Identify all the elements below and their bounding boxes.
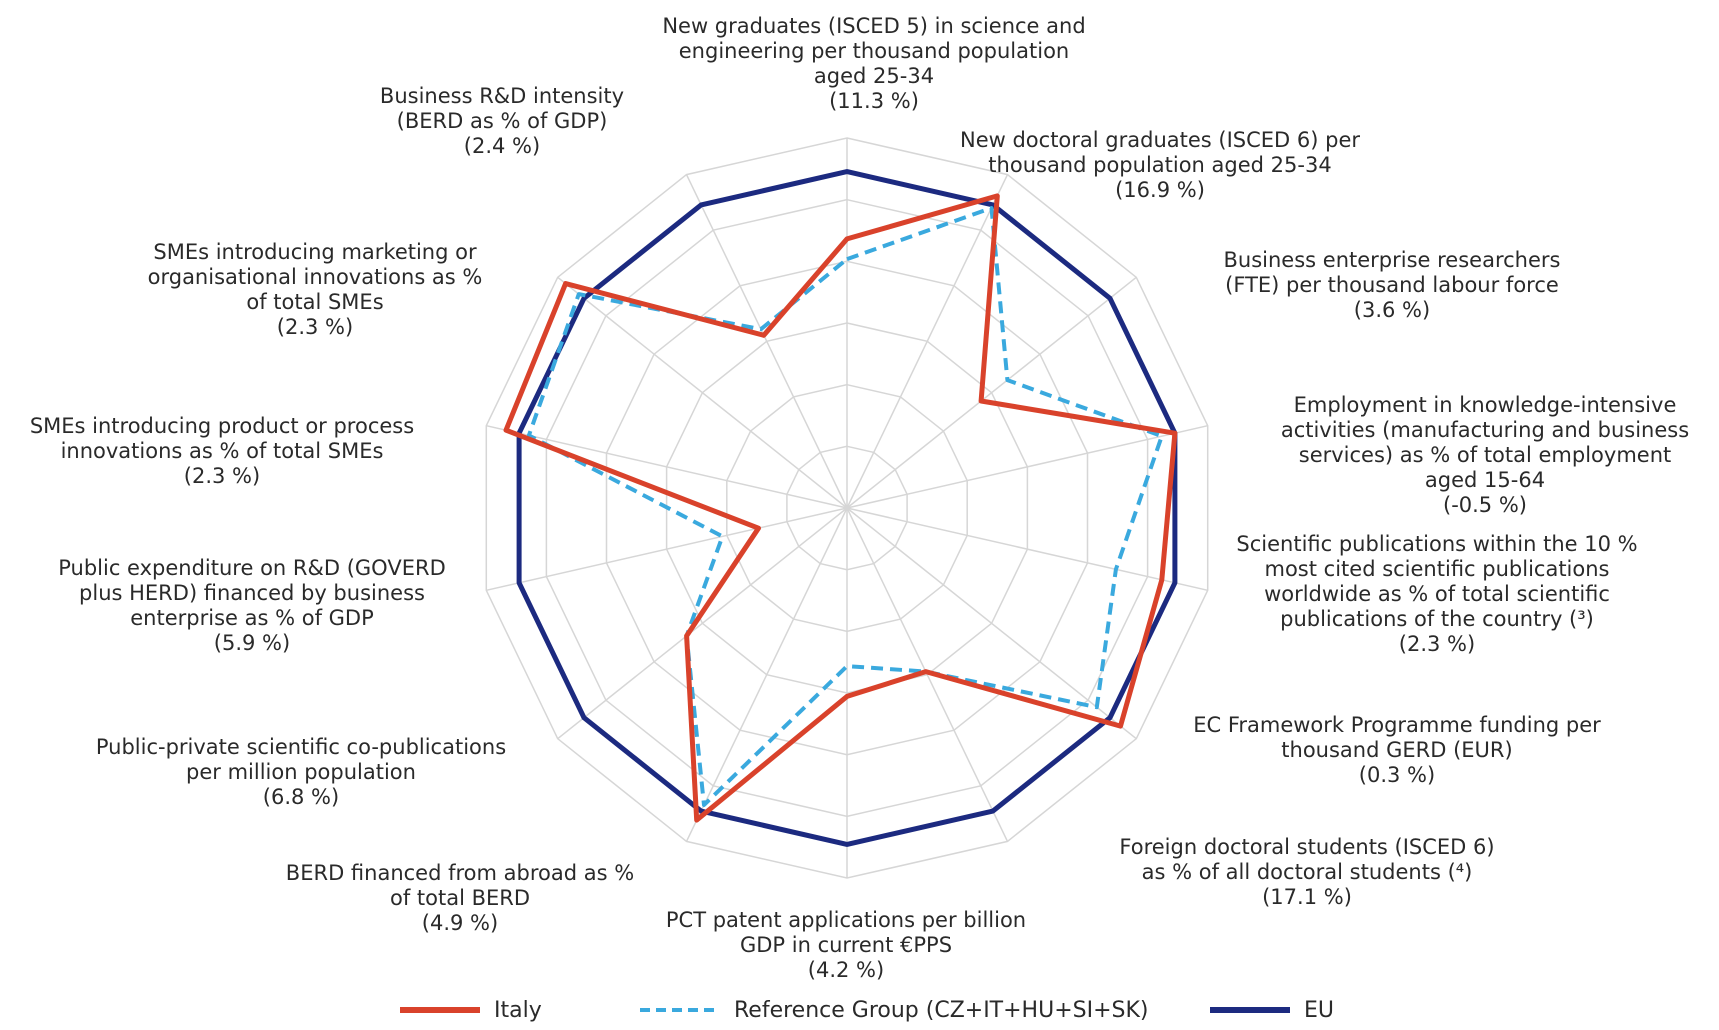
axis-label-line: (3.6 %) [1353,298,1431,322]
grid-spoke [557,507,848,740]
axis-label-line: (16.9 %) [1115,178,1205,202]
axis-label: Scientific publications within the 10 % m… [1197,532,1677,657]
axis-label-line: (2.4 %) [463,134,541,158]
axis-label-line: worldwide as % of total scientific [1264,582,1610,606]
axis-label-line: Scientific publications within the 10 % [1236,532,1638,556]
axis-label-line: PCT patent applications per billion [665,908,1027,932]
axis-label-line: (6.8 %) [262,785,340,809]
axis-label: New doctoral graduates (ISCED 6) per thou… [920,128,1400,203]
axis-label-line: Business enterprise researchers [1223,248,1561,272]
axis-label-line: of total BERD [389,886,531,910]
legend-swatch-eu [1210,1007,1290,1013]
series-line-italy [503,193,1178,823]
axis-label-line: (11.3 %) [829,89,919,113]
grid-spoke [846,276,1137,509]
axis-label-line: most cited scientific publications [1264,557,1610,581]
axis-label-line: Public-private scientific co-publication… [95,735,507,759]
legend-reference-group: Reference Group (CZ+IT+HU+SI+SK) [640,995,1149,1025]
axis-label-line: SMEs introducing marketing or [153,240,477,264]
axis-label-line: EC Framework Programme funding per [1193,713,1601,737]
axis-label: Business R&D intensity (BERD as % of GDP)… [262,84,742,159]
axis-label-line: Employment in knowledge-intensive [1293,393,1677,417]
axis-label-line: of total SMEs [246,290,384,314]
legend-label-reference-group: Reference Group (CZ+IT+HU+SI+SK) [734,997,1149,1023]
grid-spoke [846,424,1208,509]
legend-italy: Italy [400,995,542,1025]
axis-label-line: plus HERD) financed by business [79,581,425,605]
axis-label: SMEs introducing marketing or organisatio… [75,240,555,340]
axis-label-line: (5.9 %) [213,631,291,655]
axis-label-line: services) as % of total employment [1298,443,1672,467]
grid-spoke [846,507,1208,592]
series-line-reference-group [526,206,1164,807]
axis-label-line: Business R&D intensity [379,84,625,108]
axis-label-line: (4.2 %) [807,958,885,982]
axis-label-line: (2.3 %) [1398,632,1476,656]
axis-label-line: thousand GERD (EUR) [1281,738,1513,762]
axis-label: BERD financed from abroad as % of total B… [220,861,700,936]
axis-label-line: aged 15-64 [1424,468,1546,492]
axis-label: Public expenditure on R&D (GOVERD plus HE… [12,556,492,656]
legend-label-italy: Italy [494,997,542,1023]
axis-label-line: activities (manufacturing and business [1280,418,1690,442]
radar-grid [485,137,1209,879]
axis-label-line: aged 25-34 [813,64,935,88]
legend-swatch-reference-group [640,1008,720,1012]
axis-label-line: innovations as % of total SMEs [60,439,384,463]
axis-label: New graduates (ISCED 5) in science and en… [634,14,1114,114]
axis-label-line: GDP in current €PPS [739,933,953,957]
axis-label-line: enterprise as % of GDP [130,606,374,630]
radar-chart [485,137,1209,879]
axis-label-line: (2.3 %) [276,315,354,339]
axis-label-line: thousand population aged 25-34 [988,153,1332,177]
axis-label-line: New doctoral graduates (ISCED 6) per [959,128,1360,152]
axis-label-line: (17.1 %) [1262,885,1352,909]
axis-label: Employment in knowledge-intensive activit… [1245,393,1719,518]
axis-label-line: (2.3 %) [183,464,261,488]
axis-label: Foreign doctoral students (ISCED 6) as % … [1067,835,1547,910]
grid-spoke [685,174,848,509]
axis-label-line: (FTE) per thousand labour force [1225,273,1559,297]
grid-spoke [846,174,1009,509]
axis-label-line: publications of the country (³) [1280,607,1594,631]
axis-label: EC Framework Programme funding per thousa… [1157,713,1637,788]
axis-label-line: as % of all doctoral students (⁴) [1141,860,1473,884]
axis-label: PCT patent applications per billion GDP i… [606,908,1086,983]
legend-eu: EU [1210,995,1334,1025]
axis-label: SMEs introducing product or process innov… [0,414,462,489]
axis-label-line: (-0.5 %) [1443,493,1527,517]
axis-label-line: New graduates (ISCED 5) in science and [662,14,1086,38]
grid-spoke [685,507,848,842]
axis-label-line: organisational innovations as % [147,265,483,289]
axis-label: Business enterprise researchers (FTE) per… [1152,248,1632,323]
axis-label-line: engineering per thousand population [678,39,1070,63]
legend-swatch-italy [400,1007,480,1013]
axis-label-line: Public expenditure on R&D (GOVERD [58,556,446,580]
axis-label-line: BERD financed from abroad as % [285,861,635,885]
legend-label-eu: EU [1304,997,1335,1023]
axis-label: Public-private scientific co-publication… [61,735,541,810]
grid-spoke [486,507,848,592]
grid-spoke [557,276,848,509]
axis-label-line: (4.9 %) [421,911,499,935]
grid-spoke [846,507,1137,740]
radar-series [503,169,1178,847]
grid-spoke [846,507,1009,842]
axis-label-line: (BERD as % of GDP) [396,109,608,133]
axis-label-line: SMEs introducing product or process [29,414,415,438]
axis-label-line: (0.3 %) [1358,763,1436,787]
grid-spoke [486,424,848,509]
axis-label-line: Foreign doctoral students (ISCED 6) [1119,835,1495,859]
axis-label-line: per million population [186,760,416,784]
